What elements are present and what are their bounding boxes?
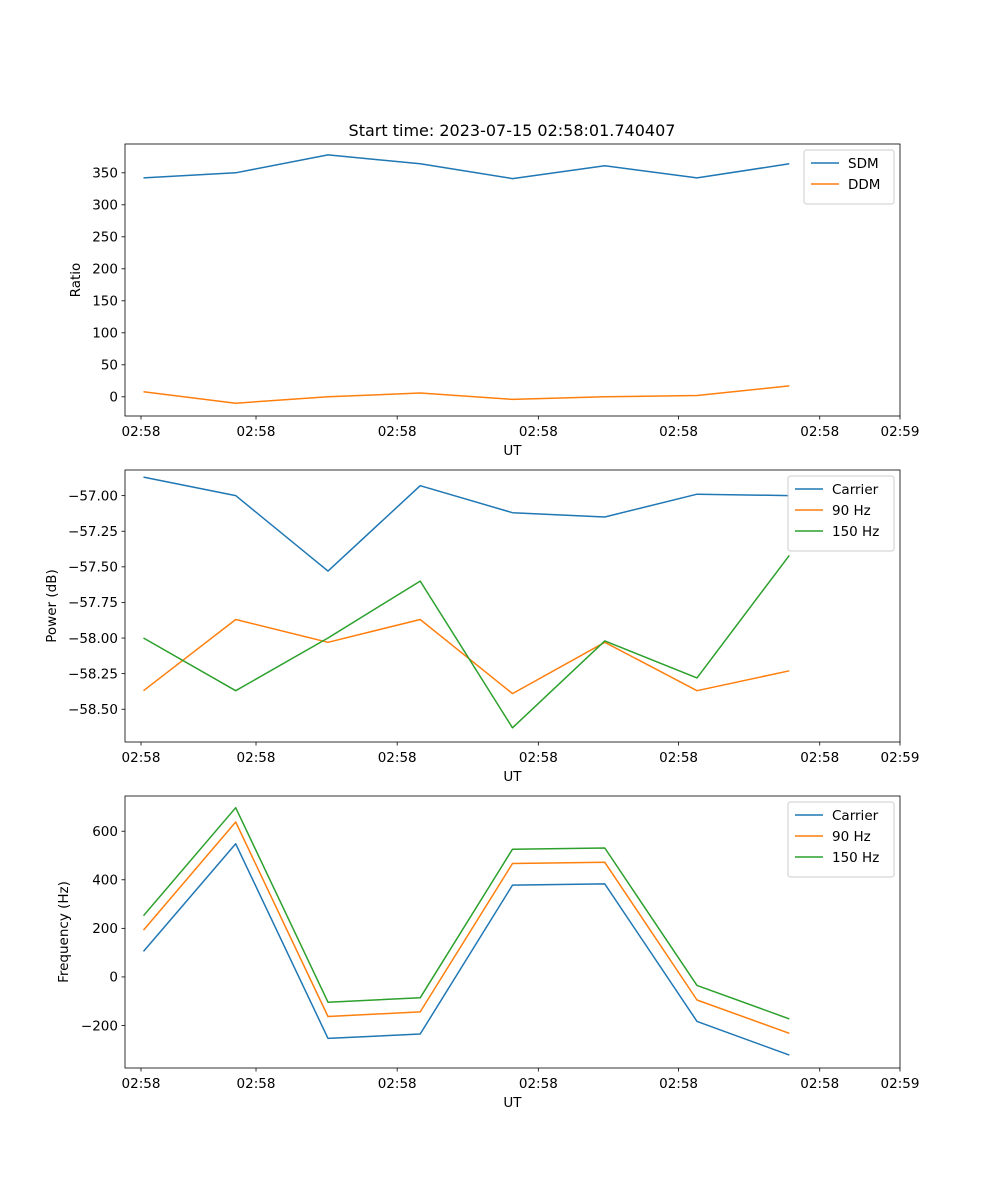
x-tick-label: 02:58 [237,424,276,440]
series-line-150-hz [143,554,790,729]
legend-label: Carrier [832,808,879,824]
y-axis-label: Ratio [68,263,84,298]
y-tick-label: −57.75 [68,595,118,611]
series-line-carrier [143,476,790,572]
legend-box [787,801,895,878]
y-tick-label: 200 [92,921,118,937]
y-tick-label: −58.00 [68,631,118,647]
x-tick-label: 02:58 [659,1076,698,1092]
axes-frame [124,469,901,743]
series-line-ddm [143,385,790,404]
legend-label: 150 Hz [832,524,879,540]
x-axis-label: UT [503,443,522,459]
y-tick-label: 400 [92,873,118,889]
y-tick-label: 600 [92,824,118,840]
y-tick-label: 0 [109,970,118,986]
y-tick-label: −200 [81,1018,118,1034]
y-axis-label: Frequency (Hz) [56,881,72,983]
y-tick-label: −57.00 [68,488,118,504]
legend: SDM DDM [803,149,895,205]
x-axis-label: UT [503,1095,522,1111]
panel-2: −58.50 −58.25 −58.00 −57.75 −57.50 −57.25 −57.… [44,469,920,785]
panels: 0 50 100 150 200 250 300 350 02:58 02:58 02:58 02:5… [44,143,920,1111]
y-tick-label: −58.50 [68,702,118,718]
x-tick-label: 02:59 [881,750,920,766]
y-tick-label: −58.25 [68,666,118,682]
legend-label: 90 Hz [832,829,871,845]
panel-1: 0 50 100 150 200 250 300 350 02:58 02:58 02:58 02:5… [68,143,920,459]
x-tick-label: 02:58 [800,1076,839,1092]
x-tick-label: 02:58 [122,424,161,440]
x-tick-label: 02:58 [378,750,417,766]
legend: Carrier 90 Hz 150 Hz [787,475,895,552]
y-tick-label: 250 [92,230,118,246]
y-tick-label: 0 [109,390,118,406]
x-tick-label: 02:58 [800,424,839,440]
x-axis-label: UT [503,769,522,785]
legend-label: 150 Hz [832,850,879,866]
axes-frame [124,795,901,1069]
series-line-150-hz [142,806,790,1020]
x-tick-label: 02:58 [519,1076,558,1092]
y-tick-label: 200 [92,262,118,278]
x-tick-label: 02:58 [237,1076,276,1092]
y-tick-label: −57.50 [68,560,118,576]
x-tick-label: 02:59 [881,424,920,440]
y-tick-label: 350 [92,166,118,182]
series-line-90-hz [142,821,790,1035]
legend-box [787,475,895,552]
y-axis-label: Power (dB) [44,569,60,642]
y-tick-label: −57.25 [68,524,118,540]
legend: Carrier 90 Hz 150 Hz [787,801,895,878]
legend-label: Carrier [832,482,879,498]
panel-3: −200 0 200 400 600 02:58 02:58 02:58 02:58 02:58 0… [56,795,920,1111]
x-tick-label: 02:58 [122,750,161,766]
y-tick-label: 100 [92,326,118,342]
series-line-90-hz [143,618,790,695]
legend-label: SDM [848,156,879,172]
x-tick-label: 02:58 [519,750,558,766]
y-tick-label: 300 [92,198,118,214]
x-tick-label: 02:58 [519,424,558,440]
series-line-carrier [142,843,790,1056]
x-tick-label: 02:58 [659,750,698,766]
x-tick-label: 02:58 [378,424,417,440]
x-tick-label: 02:58 [378,1076,417,1092]
chart-title: Start time: 2023-07-15 02:58:01.740407 [349,121,676,140]
axes-frame [124,143,901,417]
legend-label: 90 Hz [832,503,871,519]
x-tick-label: 02:59 [881,1076,920,1092]
x-tick-label: 02:58 [800,750,839,766]
x-tick-label: 02:58 [659,424,698,440]
legend-label: DDM [848,177,880,193]
y-tick-label: 150 [92,294,118,310]
series-line-sdm [143,154,790,180]
x-tick-label: 02:58 [237,750,276,766]
y-tick-label: 50 [101,358,118,374]
x-tick-label: 02:58 [122,1076,161,1092]
